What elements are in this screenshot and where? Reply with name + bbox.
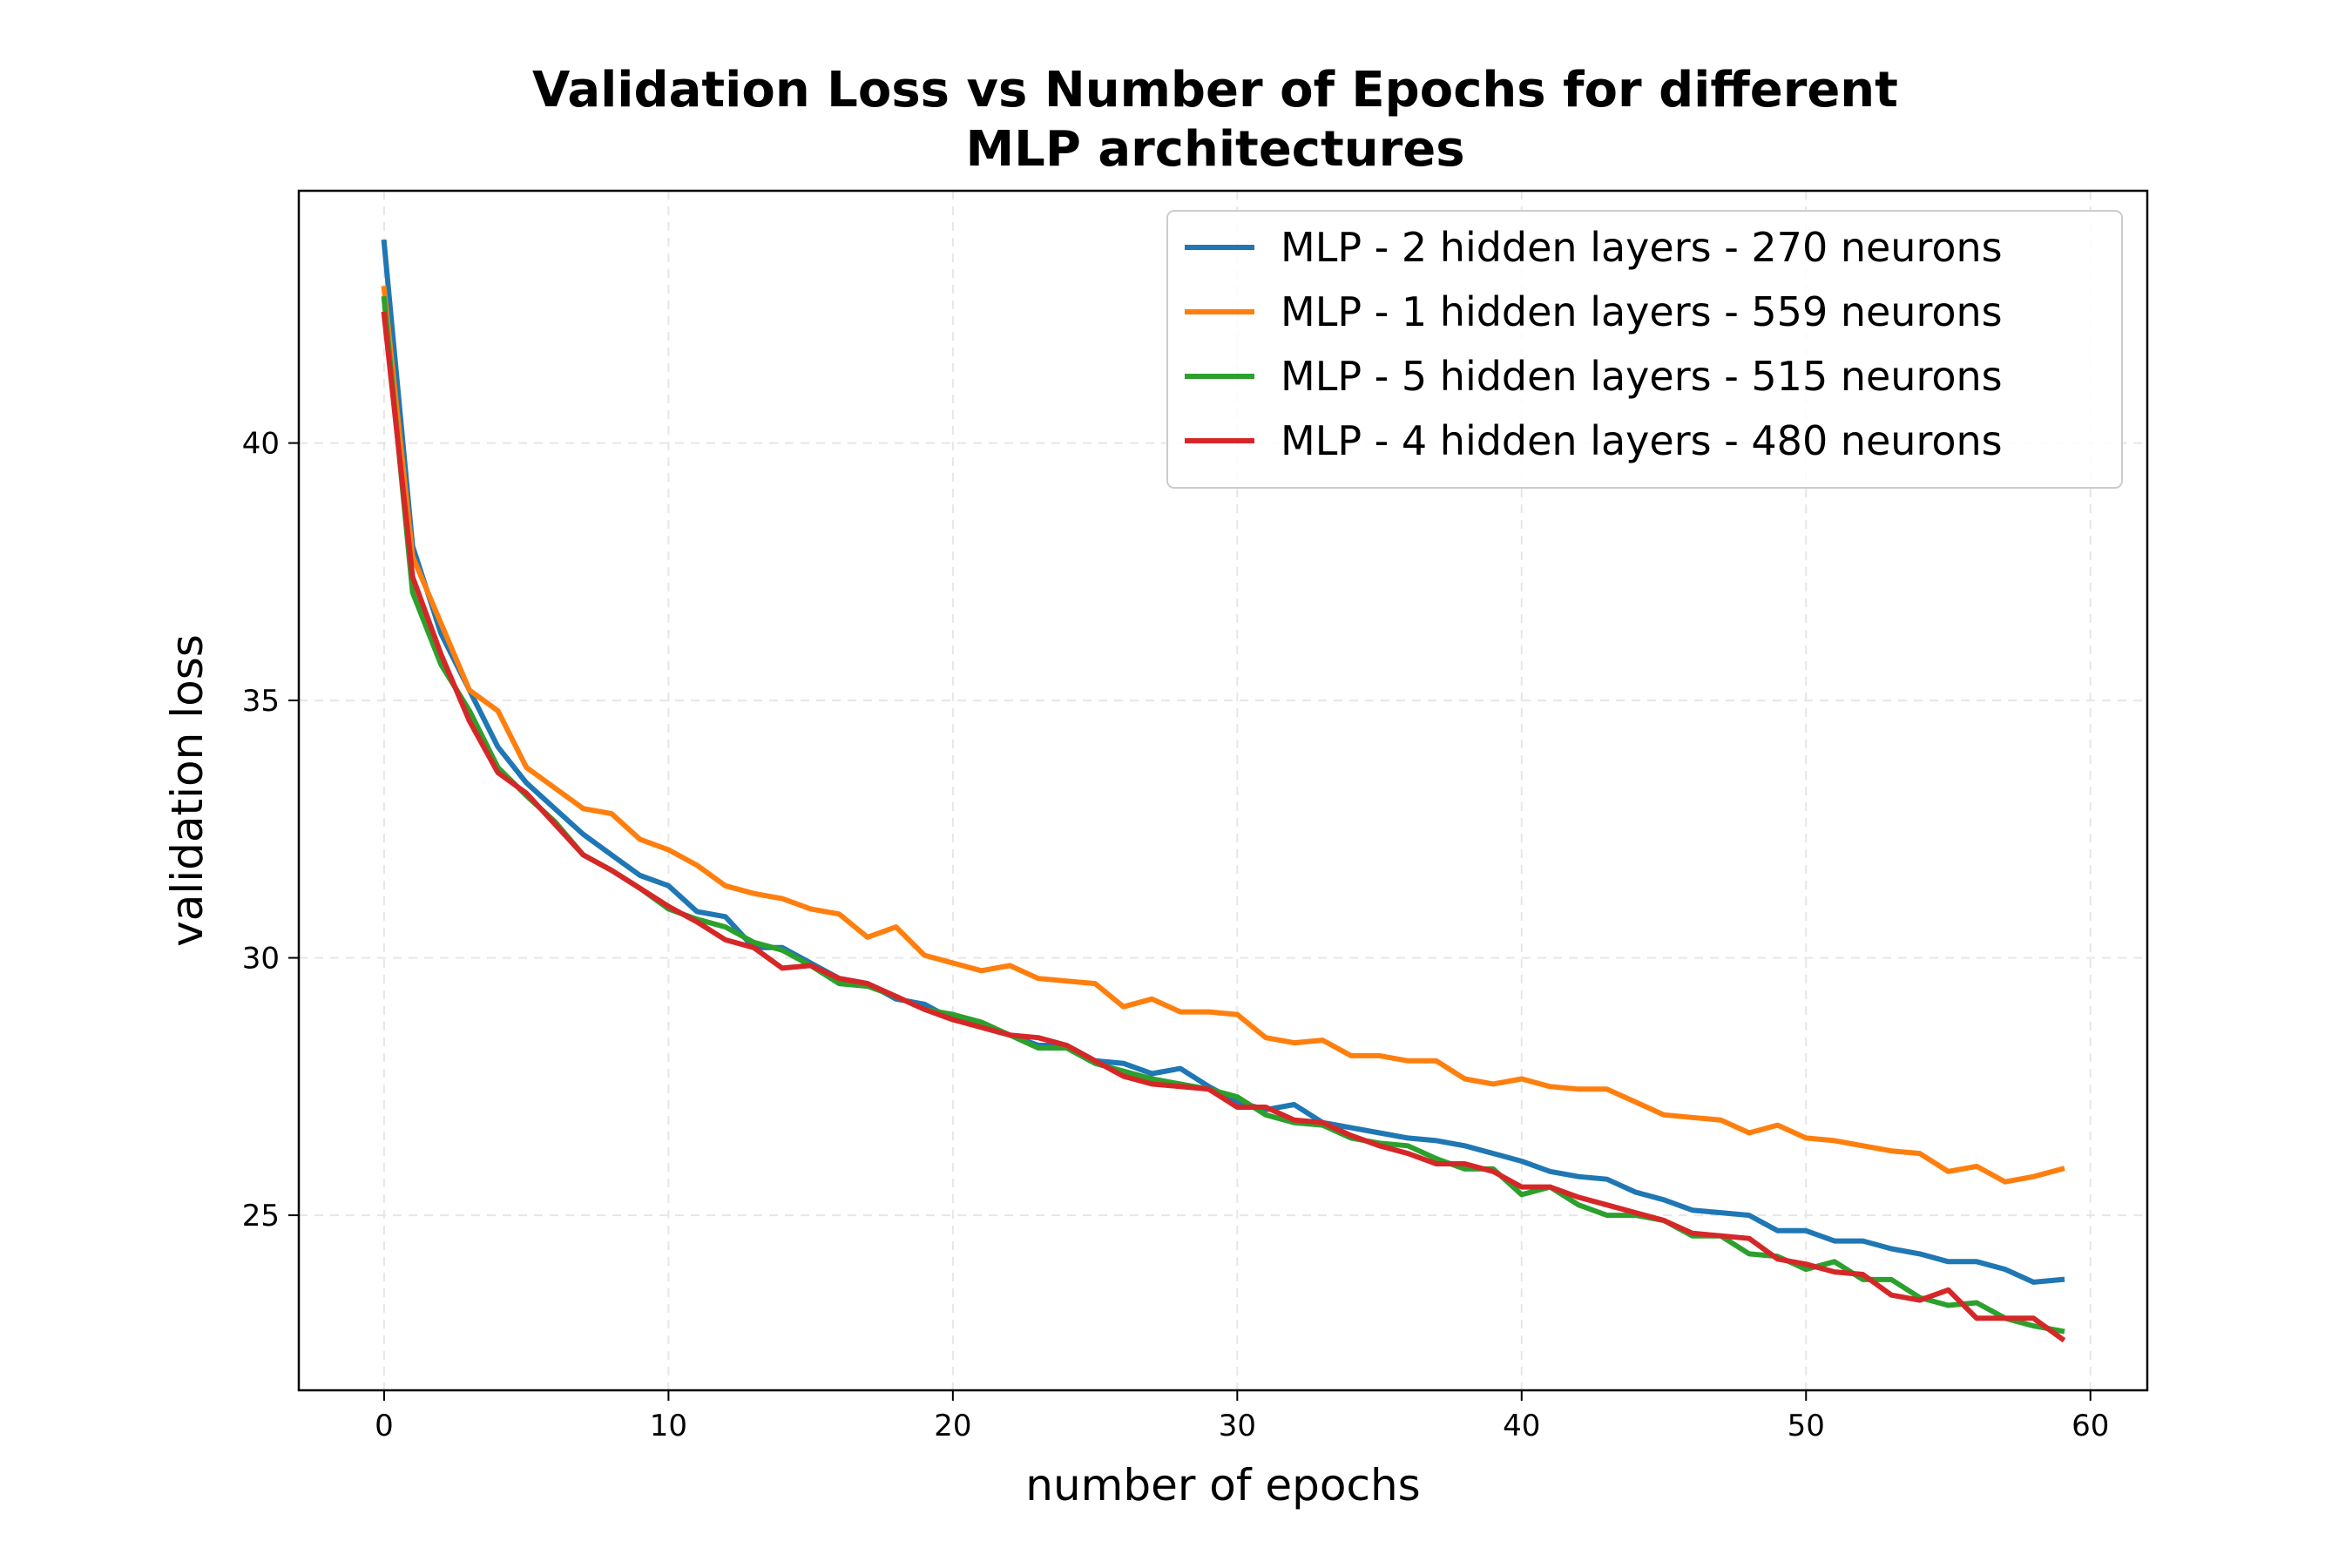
x-tick-label: 0: [375, 1409, 394, 1443]
x-tick-label: 30: [1219, 1409, 1256, 1443]
legend-box: [1166, 210, 2123, 489]
series-line-4: [381, 311, 2066, 1343]
x-axis-label: number of epochs: [1025, 1460, 1420, 1511]
x-tick-label: 50: [1788, 1409, 1825, 1443]
legend: MLP - 2 hidden layers - 270 neurons MLP -…: [1166, 210, 2123, 489]
y-tick-label: 25: [242, 1199, 280, 1233]
axis-ticks: 0 10 20 30 40 50 60 25 30 35 40: [242, 427, 2110, 1443]
plot-area-frame: [297, 189, 2149, 1392]
legend-label: MLP - 2 hidden layers - 270 neurons: [1281, 224, 2003, 271]
y-tick-label: 30: [242, 942, 280, 977]
legend-label: MLP - 4 hidden layers - 480 neurons: [1281, 417, 2003, 464]
chart-title-line: Validation Loss vs Number of Epochs for …: [532, 62, 1898, 118]
legend-label: MLP - 1 hidden layers - 559 neurons: [1281, 288, 2003, 335]
x-tick-label: 10: [650, 1409, 687, 1443]
series-lines: [381, 239, 2066, 1343]
chart-title: Validation Loss vs Number of Epochs for …: [532, 62, 1898, 178]
chart-title-line: MLP architectures: [965, 121, 1464, 178]
series-line-2: [381, 285, 2065, 1185]
y-axis-label: validation loss: [162, 634, 213, 947]
x-tick-label: 20: [934, 1409, 971, 1443]
legend-label: MLP - 5 hidden layers - 515 neurons: [1281, 353, 2003, 400]
y-tick-label: 40: [242, 427, 280, 462]
x-tick-label: 40: [1503, 1409, 1540, 1443]
y-tick-label: 35: [242, 684, 280, 719]
x-tick-label: 60: [2072, 1409, 2109, 1443]
